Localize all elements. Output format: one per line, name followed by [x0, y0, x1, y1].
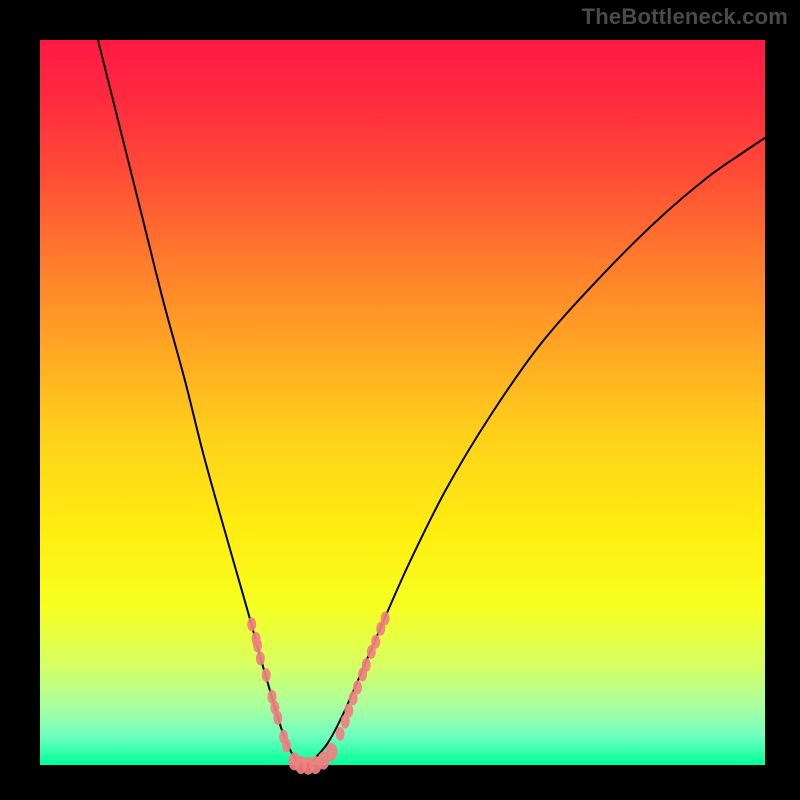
data-marker [336, 727, 345, 741]
data-marker [282, 738, 291, 752]
chart-background-gradient [40, 40, 765, 765]
data-marker [247, 617, 256, 631]
data-marker [353, 680, 362, 694]
data-marker [262, 668, 271, 682]
data-marker [362, 658, 371, 672]
data-marker [253, 638, 262, 652]
data-marker [273, 711, 282, 725]
data-marker [381, 612, 390, 626]
data-marker [325, 743, 337, 761]
watermark-label: TheBottleneck.com [582, 4, 788, 30]
data-marker [256, 651, 265, 665]
data-marker [344, 704, 353, 718]
chart-svg [0, 0, 800, 800]
data-marker [371, 635, 380, 649]
chart-container: TheBottleneck.com [0, 0, 800, 800]
